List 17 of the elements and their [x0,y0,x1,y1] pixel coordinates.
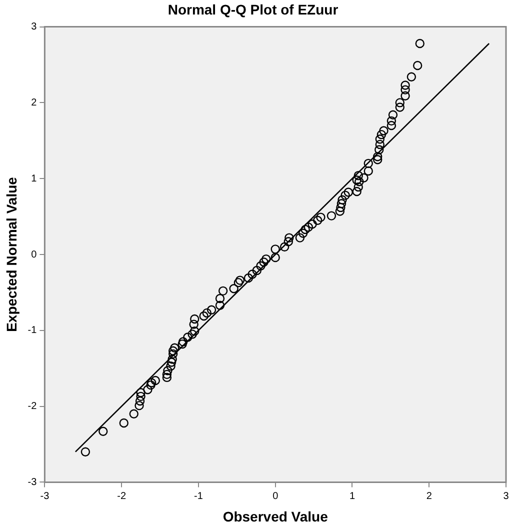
y-tick-label: -3 [28,476,38,488]
y-tick-label: 2 [31,97,38,108]
y-tick-label: -2 [28,401,38,412]
y-tick-label: -1 [28,325,38,336]
y-tick-label: 1 [31,173,38,184]
x-tick-label: 2 [426,490,432,502]
x-axis-title: Observed Value [222,508,328,524]
y-tick-label: 0 [31,249,38,260]
x-tick-label: -1 [194,490,204,502]
x-tick-label: -3 [40,490,50,502]
x-tick-label: 0 [272,490,279,502]
chart-title: Normal Q-Q Plot of EZuur [168,1,339,18]
x-tick-label: -2 [117,490,126,502]
x-tick-label: 1 [349,490,356,502]
y-axis-title: Expected Normal Value [3,176,20,332]
x-tick-label: 3 [503,490,510,502]
y-tick-label: 3 [31,22,38,33]
